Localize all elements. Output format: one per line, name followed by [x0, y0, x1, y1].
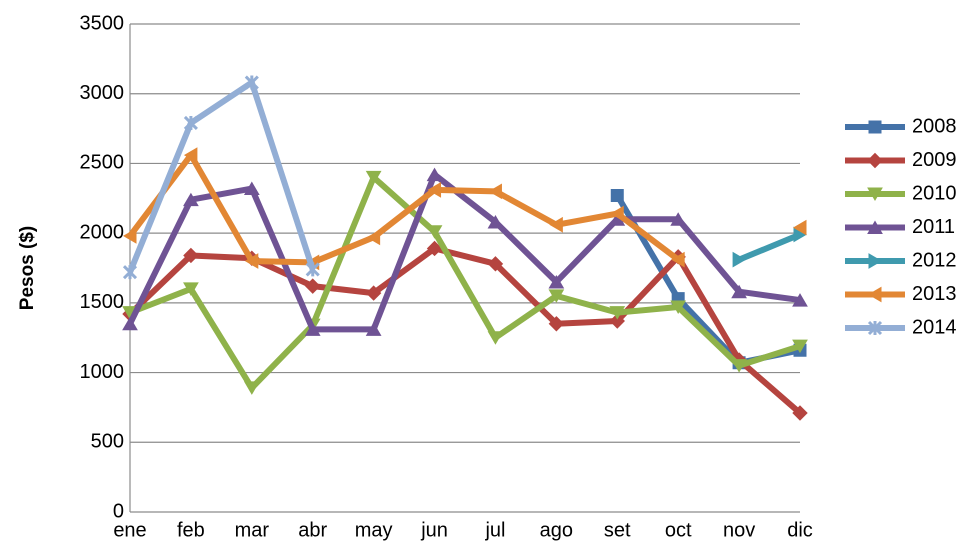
marker	[670, 212, 687, 226]
marker	[731, 359, 747, 373]
x-tick-label: abr	[298, 519, 327, 541]
marker	[793, 219, 807, 236]
marker	[671, 251, 685, 268]
marker	[243, 381, 260, 395]
marker	[366, 229, 381, 246]
marker	[365, 170, 382, 185]
marker	[610, 205, 624, 222]
marker	[426, 225, 443, 239]
marker	[426, 240, 443, 257]
marker	[244, 75, 259, 90]
series-line	[737, 231, 802, 263]
marker	[243, 181, 260, 196]
marker	[487, 214, 504, 229]
x-tick-label: jun	[420, 519, 448, 541]
marker	[365, 285, 382, 301]
marker	[427, 182, 442, 198]
marker	[183, 282, 199, 296]
marker	[792, 339, 808, 354]
y-tick-label: 0	[113, 500, 124, 522]
marker	[183, 192, 199, 207]
legend-marker	[867, 152, 883, 169]
marker	[183, 147, 198, 163]
series-line	[127, 152, 680, 266]
x-tick-label: ago	[540, 519, 573, 541]
legend-marker	[868, 286, 882, 303]
marker	[488, 183, 502, 200]
series-line	[127, 171, 801, 333]
marker	[123, 228, 137, 244]
legend-label: 2014	[912, 316, 957, 338]
marker	[365, 322, 382, 336]
marker	[548, 316, 565, 332]
y-tick-label: 2000	[80, 221, 125, 243]
marker	[610, 188, 624, 202]
x-tick-label: set	[604, 519, 631, 541]
legend-label: 2012	[912, 249, 957, 271]
marker	[305, 262, 320, 277]
marker	[609, 313, 625, 329]
marker	[122, 316, 138, 331]
marker	[305, 278, 321, 294]
y-tick-label: 1000	[80, 361, 125, 383]
marker	[731, 284, 747, 299]
marker	[487, 331, 504, 345]
legend-label: 2008	[912, 115, 957, 137]
marker	[426, 167, 443, 182]
y-axis-label: Pesos ($)	[17, 226, 38, 310]
series-line	[127, 245, 802, 416]
x-tick-label: nov	[723, 519, 755, 541]
y-tick-label: 2500	[80, 152, 125, 174]
marker	[304, 322, 321, 336]
y-tick-label: 500	[91, 431, 124, 453]
x-tick-label: ene	[113, 519, 146, 541]
x-tick-label: dic	[787, 519, 813, 541]
marker	[792, 293, 808, 307]
marker	[183, 247, 199, 264]
legend-marker	[868, 120, 882, 134]
marker	[487, 256, 504, 272]
marker	[670, 300, 687, 315]
series-line	[128, 174, 801, 391]
marker	[244, 253, 259, 269]
legend-label: 2010	[912, 182, 957, 204]
legend-label: 2011	[912, 216, 955, 238]
marker	[549, 216, 563, 233]
legend-label: 2013	[912, 283, 957, 305]
legend-marker	[867, 220, 883, 234]
marker	[183, 115, 198, 131]
legend-marker	[867, 187, 883, 201]
marker	[792, 405, 808, 421]
y-tick-label: 1500	[80, 291, 125, 313]
legend-marker	[867, 320, 883, 336]
y-tick-label: 3500	[80, 12, 125, 34]
marker	[732, 251, 747, 268]
x-tick-label: jul	[484, 519, 505, 541]
legend-marker	[868, 253, 882, 269]
x-tick-label: oct	[665, 519, 692, 541]
series-line	[127, 79, 316, 274]
legend-label: 2009	[912, 149, 957, 171]
x-tick-label: may	[355, 519, 393, 541]
marker	[122, 265, 138, 280]
marker	[548, 274, 565, 289]
x-tick-label: mar	[235, 519, 270, 541]
marker	[548, 289, 565, 303]
x-tick-label: feb	[177, 519, 205, 541]
y-tick-label: 3000	[80, 82, 125, 104]
marker	[609, 306, 626, 320]
